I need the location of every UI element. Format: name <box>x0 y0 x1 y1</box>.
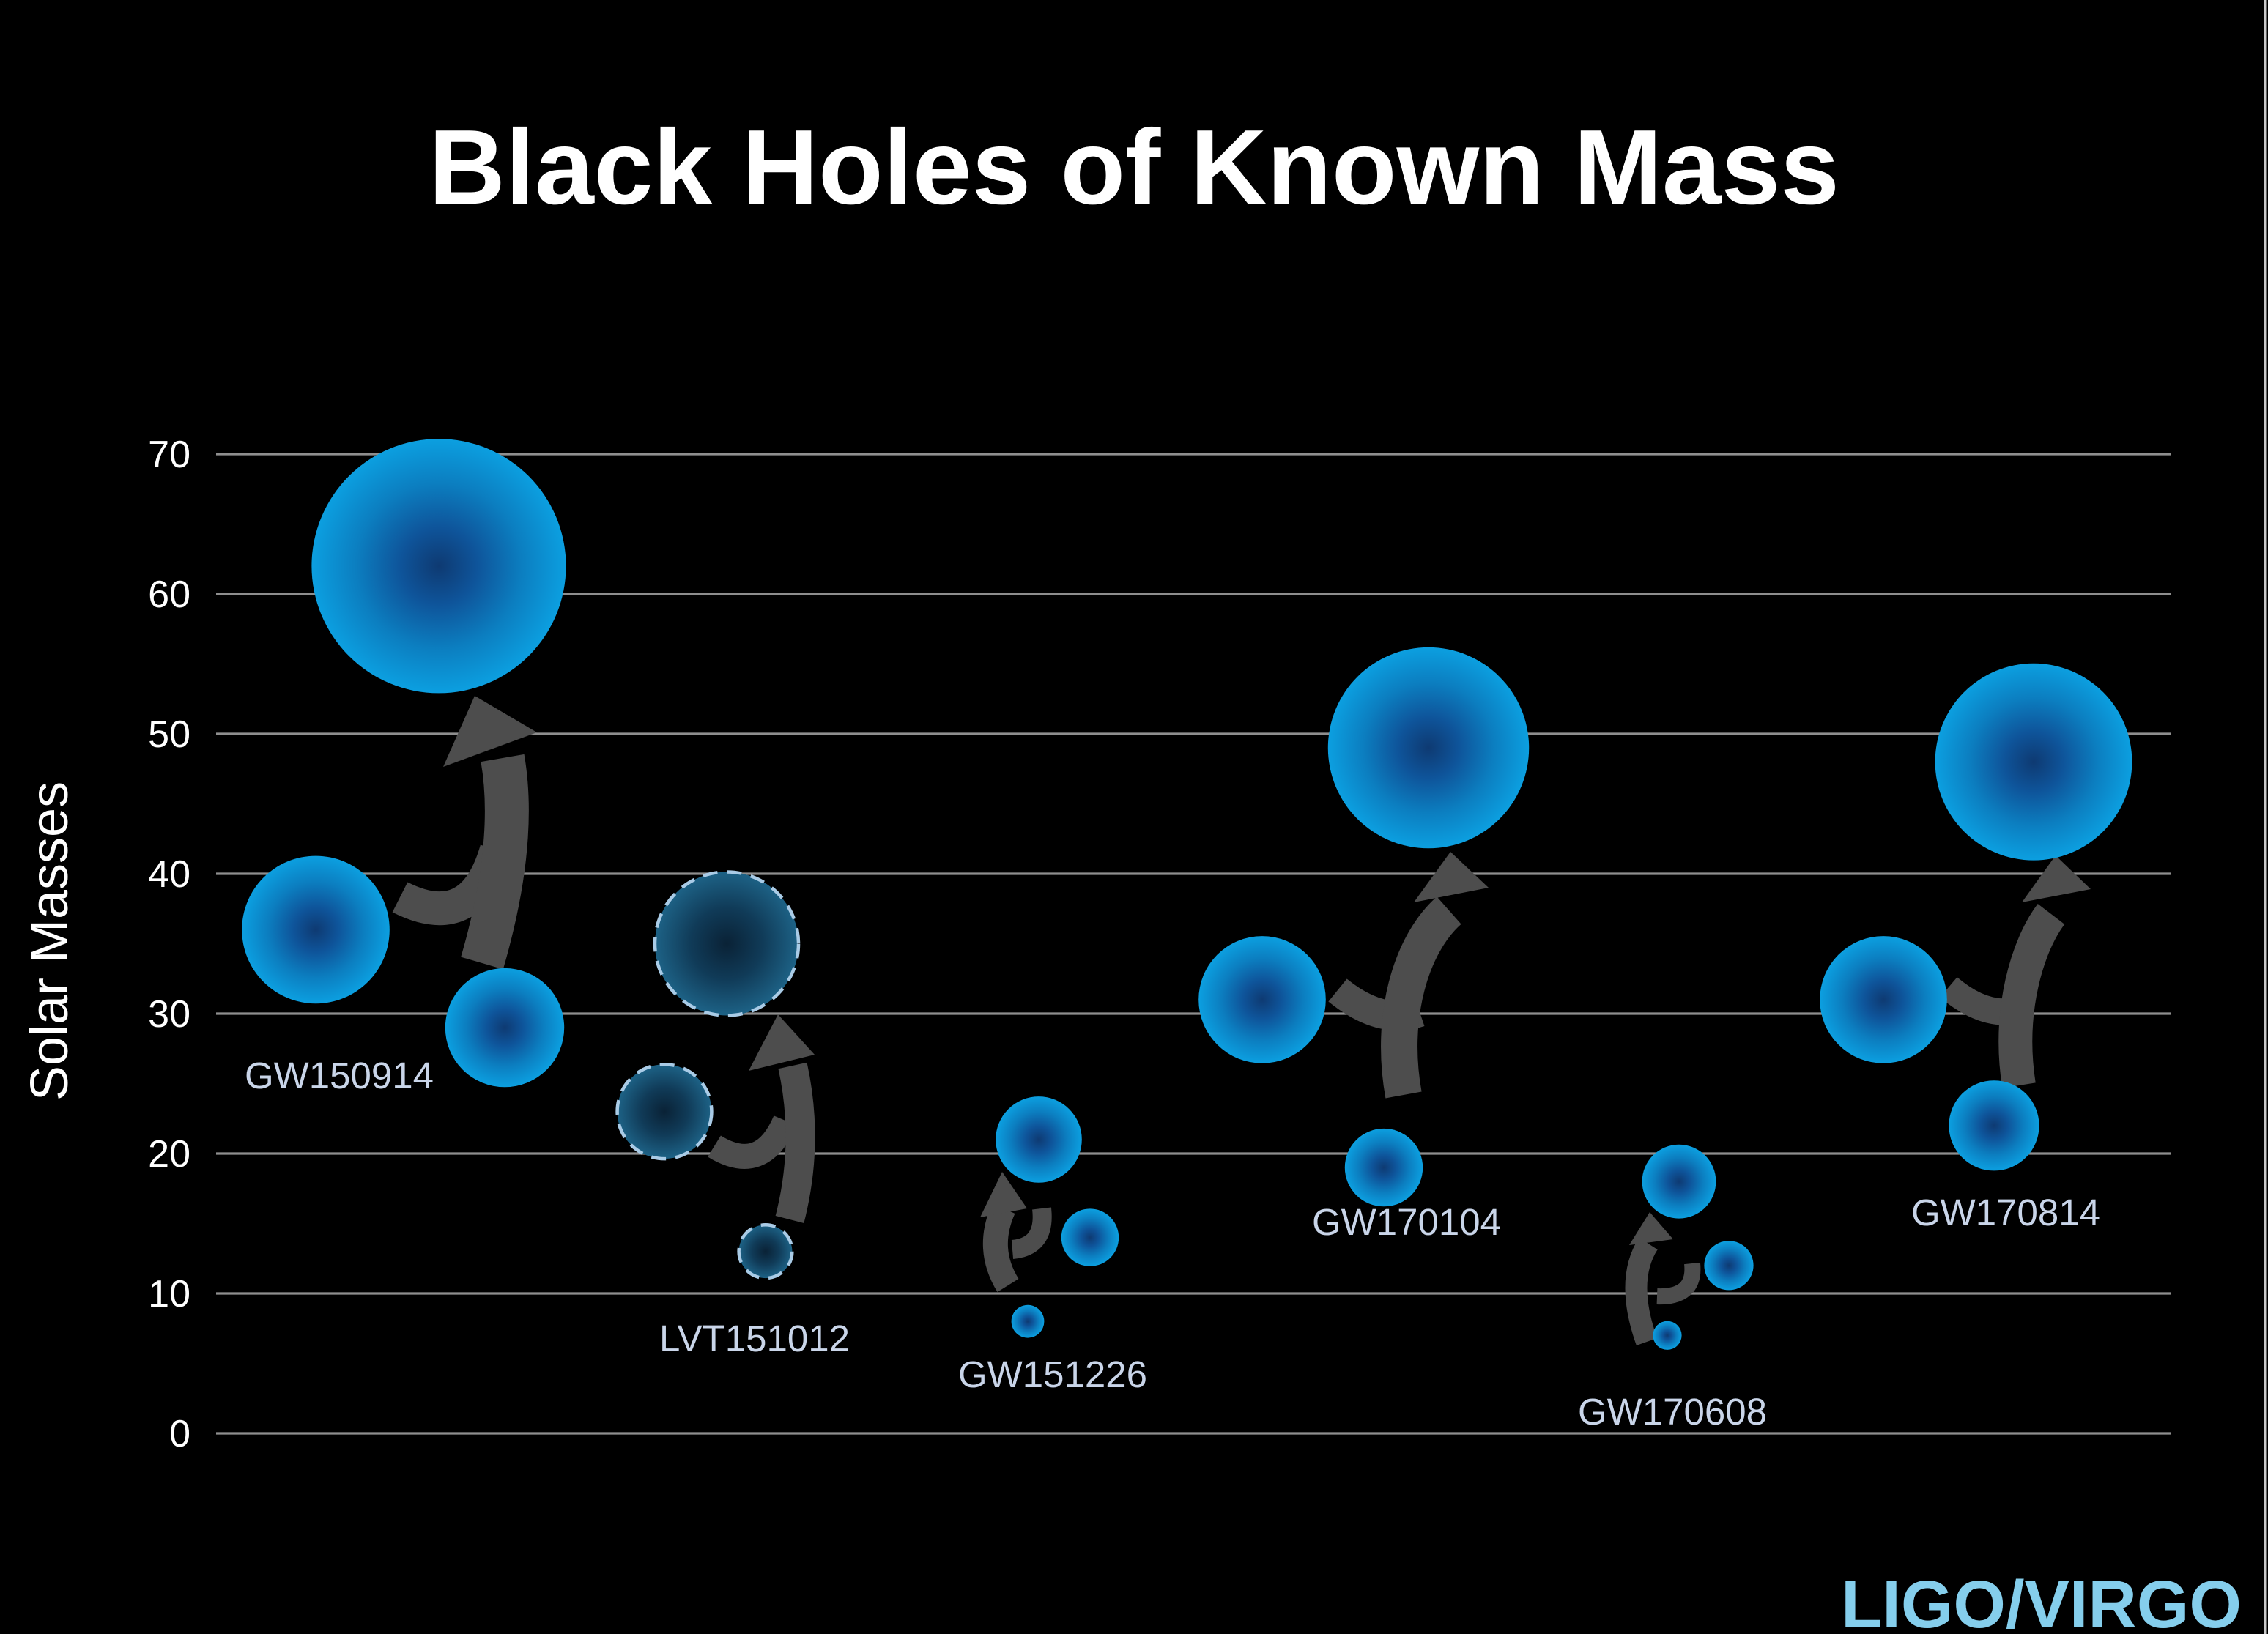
GW170814-secondary-circle <box>1949 1080 2039 1171</box>
tick-label-70: 70 <box>148 434 190 476</box>
y-axis-tick-labels: 0 10 20 30 40 50 60 70 <box>148 434 190 1455</box>
GW170814-final-circle <box>1935 663 2132 861</box>
LVT151012-arrow-shaft <box>775 1062 815 1223</box>
credit-text: LIGO/VIRGO <box>1841 1567 2242 1634</box>
GW170608-label: GW170608 <box>1578 1391 1767 1433</box>
GW151226-final-circle <box>996 1096 1082 1183</box>
LVT151012-merger-arrow <box>708 1014 815 1223</box>
GW151226-primary-circle <box>1061 1208 1119 1266</box>
GW150914-arrow-shaft <box>461 754 529 970</box>
GW151226-label: GW151226 <box>958 1353 1147 1395</box>
LVT151012-arrow-tail <box>708 1115 797 1169</box>
tick-label-10: 10 <box>148 1273 190 1315</box>
GW170608-final-circle <box>1642 1144 1716 1219</box>
GW170104-arrowhead <box>1414 852 1489 902</box>
GW170814-arrow-shaft <box>1998 904 2065 1088</box>
LVT151012-primary-circle <box>615 1063 714 1161</box>
LVT151012-label: LVT151012 <box>659 1318 850 1359</box>
GW151226-secondary-circle <box>1011 1304 1045 1338</box>
GW150914-merger-arrow <box>392 696 537 970</box>
LVT151012-arrowhead <box>749 1014 815 1071</box>
GW170104-secondary-circle <box>1344 1128 1423 1207</box>
GW150914-label: GW150914 <box>245 1055 434 1096</box>
black-hole-circles <box>242 439 2132 1350</box>
GW170608-arrow-shaft <box>1625 1237 1658 1346</box>
tick-label-40: 40 <box>148 853 190 896</box>
merger-arrows <box>392 696 2091 1346</box>
GW170814-merger-arrow <box>1940 855 2091 1088</box>
GW170104-final-circle <box>1327 647 1530 849</box>
GW170608-secondary-circle <box>1653 1321 1682 1350</box>
tick-label-20: 20 <box>148 1133 190 1176</box>
GW170104-primary-circle <box>1198 936 1326 1063</box>
GW150914-arrowhead <box>443 696 537 767</box>
tick-label-30: 30 <box>148 993 190 1036</box>
y-axis-label: Solar Masses <box>21 781 79 1101</box>
GW170104-arrow-shaft <box>1381 896 1462 1099</box>
GW170104-merger-arrow <box>1328 852 1489 1099</box>
LVT151012-final-circle <box>653 870 801 1017</box>
GW170814-arrowhead <box>2022 855 2091 902</box>
GW170608-arrow-tail <box>1656 1262 1701 1305</box>
GW151226-arrow-shaft <box>982 1203 1019 1292</box>
LVT151012-secondary-circle <box>737 1223 794 1280</box>
GW170608-merger-arrow <box>1625 1212 1701 1346</box>
GW170104-label: GW170104 <box>1312 1201 1501 1243</box>
GW151226-merger-arrow <box>980 1172 1052 1292</box>
chart-title: Black Holes of Known Mass <box>429 108 1839 226</box>
tick-label-60: 60 <box>148 573 190 616</box>
GW170608-arrowhead <box>1629 1212 1673 1245</box>
GW170814-label: GW170814 <box>1911 1192 2100 1233</box>
GW150914-primary-circle <box>242 855 390 1004</box>
GW170608-primary-circle <box>1704 1241 1754 1291</box>
GW150914-secondary-circle <box>445 968 565 1088</box>
GW170814-primary-circle <box>1820 936 1947 1063</box>
GW150914-final-circle <box>311 439 566 694</box>
GW151226-arrowhead <box>980 1172 1027 1217</box>
tick-label-50: 50 <box>148 713 190 756</box>
event-labels: GW150914 LVT151012 GW151226 GW170104 GW17060… <box>245 1055 2100 1433</box>
GW151226-arrow-tail <box>1011 1207 1052 1259</box>
tick-label-0: 0 <box>169 1413 190 1455</box>
